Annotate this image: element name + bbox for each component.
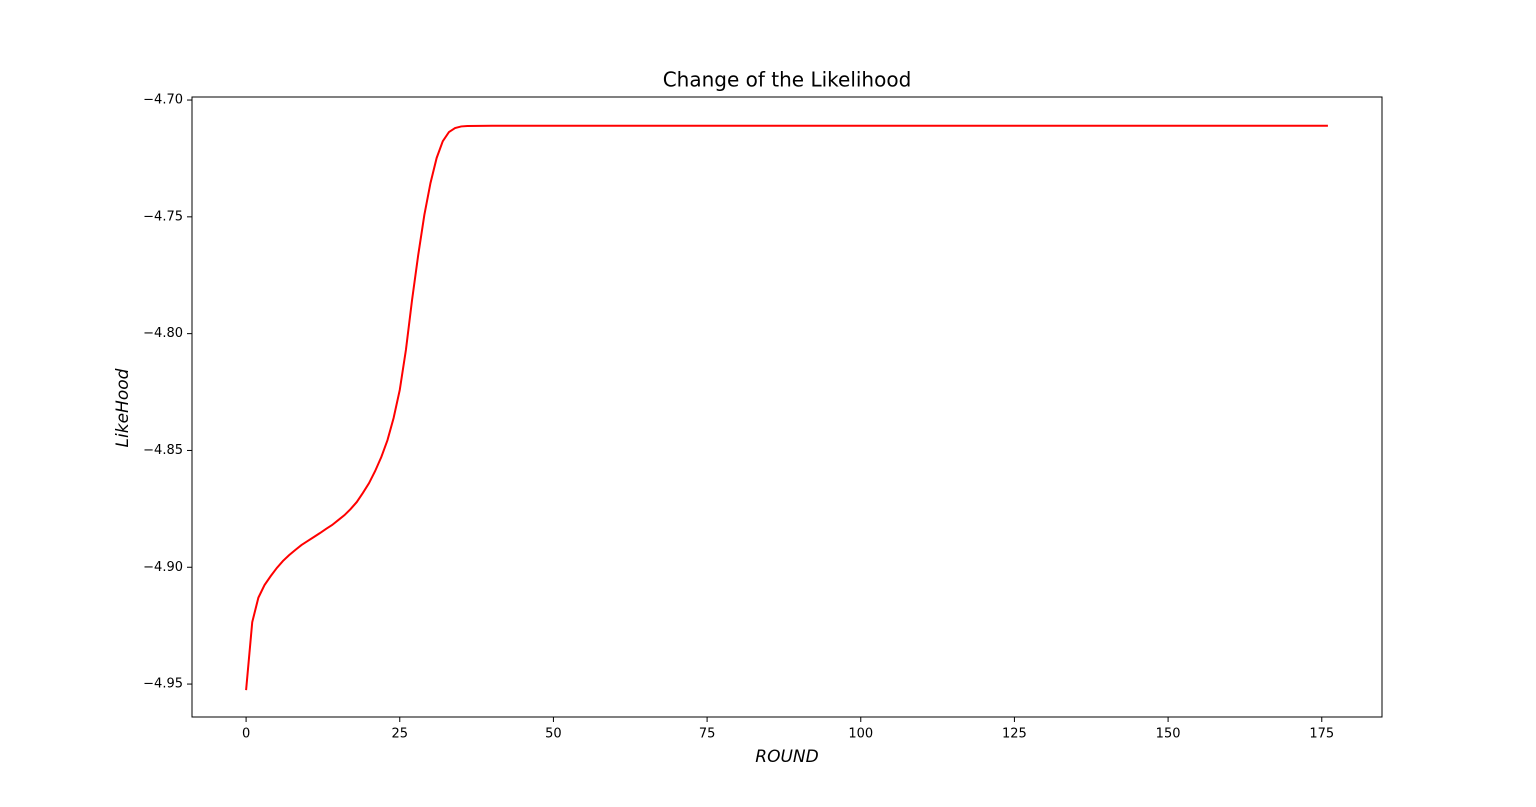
- y-tick-label: −4.75: [143, 209, 183, 224]
- y-tick-label: −4.85: [143, 443, 183, 458]
- x-tick-label: 125: [1002, 727, 1027, 742]
- y-tick-label: −4.80: [143, 326, 183, 341]
- y-axis-label: LikeHood: [113, 368, 133, 447]
- x-tick-label: 25: [391, 727, 408, 742]
- y-tick-label: −4.90: [143, 560, 183, 575]
- x-tick-label: 150: [1156, 727, 1181, 742]
- plot-frame: [191, 96, 1383, 718]
- chart-title: Change of the Likelihood: [663, 68, 912, 92]
- x-tick-label: 50: [545, 727, 562, 742]
- x-axis-label: ROUND: [755, 747, 818, 767]
- x-tick-label: 75: [699, 727, 716, 742]
- y-tick-label: −4.70: [143, 93, 183, 108]
- x-tick-label: 175: [1309, 727, 1334, 742]
- data-line: [245, 124, 1328, 691]
- x-tick-label: 0: [242, 727, 250, 742]
- x-tick-label: 100: [848, 727, 873, 742]
- y-tick-label: −4.95: [143, 677, 183, 692]
